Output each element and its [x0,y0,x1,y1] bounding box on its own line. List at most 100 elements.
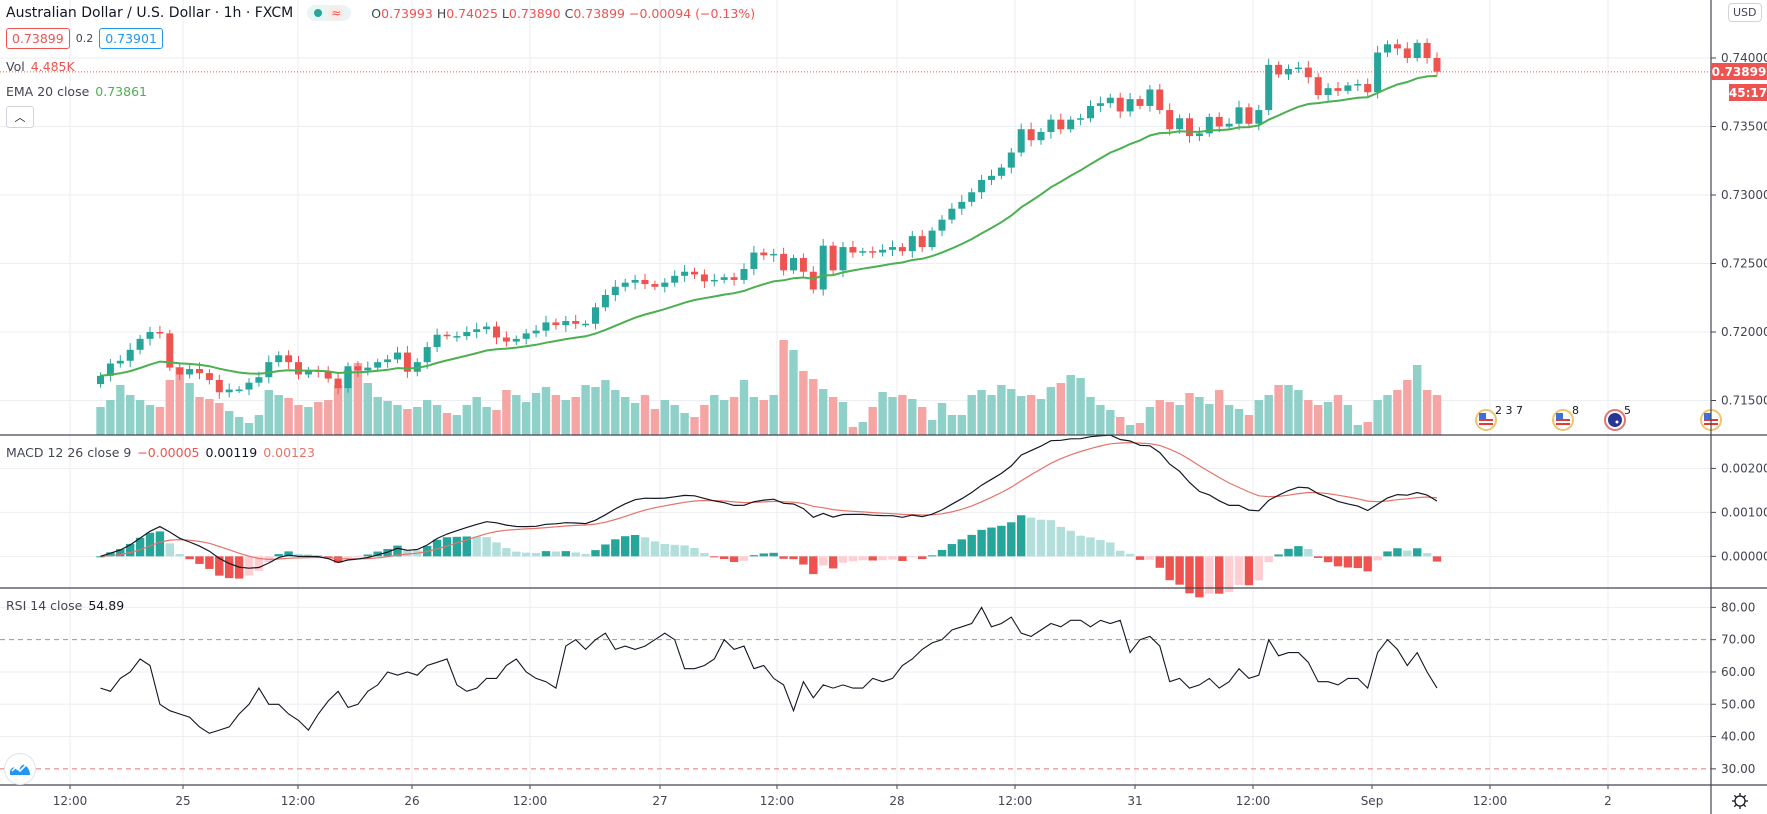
macd-hist-bar [1036,519,1046,557]
volume-bar [888,397,897,435]
macd-hist-bar [611,539,620,557]
macd-hist-bar [1383,551,1392,557]
candle [1334,81,1342,96]
time-label: 12:00 [281,794,316,808]
candle [978,174,986,199]
macd-axis[interactable]: 0.00200 0.00100 0.00000 [1711,461,1767,563]
macd-hist-bar [492,542,501,557]
candle [839,241,847,278]
macd-hist-bar [690,547,699,557]
candle-body [473,329,481,332]
rsi-axis[interactable]: 80.00 70.00 60.00 50.00 40.00 30.00 [1711,600,1755,776]
candle-body [483,326,491,330]
macd-hist-bar [1145,556,1155,560]
candle [235,386,243,393]
macd-hist-bar [512,551,521,557]
candle-body [1384,44,1391,53]
candle-body [354,366,362,371]
candle [968,188,976,207]
candle-body [997,167,1005,176]
volume-legend[interactable]: Vol 4.485K [6,59,75,74]
candle [344,362,352,393]
candle [730,272,738,286]
currency-button[interactable]: USD [1728,3,1762,22]
volume-bar [1422,390,1432,435]
economic-event[interactable]: 2 3 7 [1475,404,1523,431]
candle [918,229,926,253]
candle [1403,42,1411,64]
candle-body [661,282,669,287]
volume-bar [1145,407,1155,435]
buy-button[interactable]: 0.73901 [99,28,163,49]
candle-body [235,389,243,392]
status-pill[interactable]: ≈ [307,5,352,21]
volume-bar [997,385,1006,435]
volume-bar [225,411,234,435]
symbol-title[interactable]: Australian Dollar / U.S. Dollar · 1h · F… [6,5,294,21]
candle [671,270,679,287]
axis-label: 0.73500 [1721,120,1767,134]
volume-bar [1264,395,1273,435]
candle [661,278,669,293]
macd-hist-bar [799,556,808,565]
settings-gear-icon[interactable] [1730,791,1750,811]
volume-bar [769,395,778,435]
macd-hist-bar [96,556,105,558]
economic-events[interactable]: 2 3 7 8 5 [1475,404,1722,431]
volume-bar [1017,396,1026,435]
macd-hist-bar [680,545,689,557]
axis-label: 50.00 [1721,697,1755,711]
candle-body [205,373,213,380]
candle [403,345,411,378]
flag-canton [1704,413,1711,419]
volume-bar [294,405,303,435]
candle [522,328,530,345]
macd-hist-bar [333,556,343,563]
volume-bar [1363,422,1372,435]
candle [384,354,392,368]
ema-legend[interactable]: EMA 20 close 0.73861 [6,84,147,99]
time-label: 12:00 [1473,794,1508,808]
candle [611,280,619,302]
volume-bar [215,403,224,435]
candle [1225,118,1233,131]
candle [275,351,283,367]
price-axis[interactable]: 0.74000 0.73500 0.73000 0.72500 0.72000 0.715… [1711,51,1767,408]
candle-body [493,326,500,338]
tradingview-logo[interactable] [4,753,36,785]
macd-hist-bar [185,556,194,560]
ema-value: 0.73861 [95,84,147,99]
rsi-legend[interactable]: RSI 14 close 54.89 [6,598,125,613]
event-ring [1552,409,1574,431]
volume-bar [918,407,927,435]
volume-bar [96,407,105,435]
ema-20-line [100,74,1438,377]
candle [879,244,887,257]
sell-button[interactable]: 0.73899 [6,28,70,49]
economic-event[interactable]: 8 [1552,404,1579,431]
volume-bar [1116,417,1125,435]
candle-body [295,362,302,375]
collapse-legend-button[interactable]: ︿ [6,106,34,128]
macd-hist-bar [225,556,234,579]
macd-hist-bar [581,553,590,557]
volume-bar [363,383,372,435]
macd-legend[interactable]: MACD 12 26 close 9 −0.00005 0.00119 0.00… [6,445,315,460]
macd-hist-bar [561,551,570,557]
candle-body [1195,133,1203,137]
candle-body [839,247,847,271]
macd-hist-bar [749,555,759,557]
macd-hist-bar [195,556,204,564]
volume-bar [1403,380,1412,435]
candle-body [958,201,966,209]
candle-body [572,321,580,324]
candle-body [819,245,827,290]
macd-hist-bar [1373,556,1382,561]
time-axis[interactable]: 12:00 25 12:00 26 12:00 27 12:00 28 12:00 31 12:00… [53,785,1612,808]
volume-bar [1135,423,1145,435]
volume-bar [858,422,867,435]
economic-event[interactable]: 5 [1604,404,1631,431]
candle-body [1136,99,1144,106]
